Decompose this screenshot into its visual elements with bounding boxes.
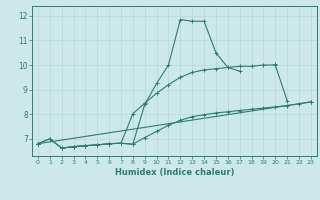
X-axis label: Humidex (Indice chaleur): Humidex (Indice chaleur) [115,168,234,177]
